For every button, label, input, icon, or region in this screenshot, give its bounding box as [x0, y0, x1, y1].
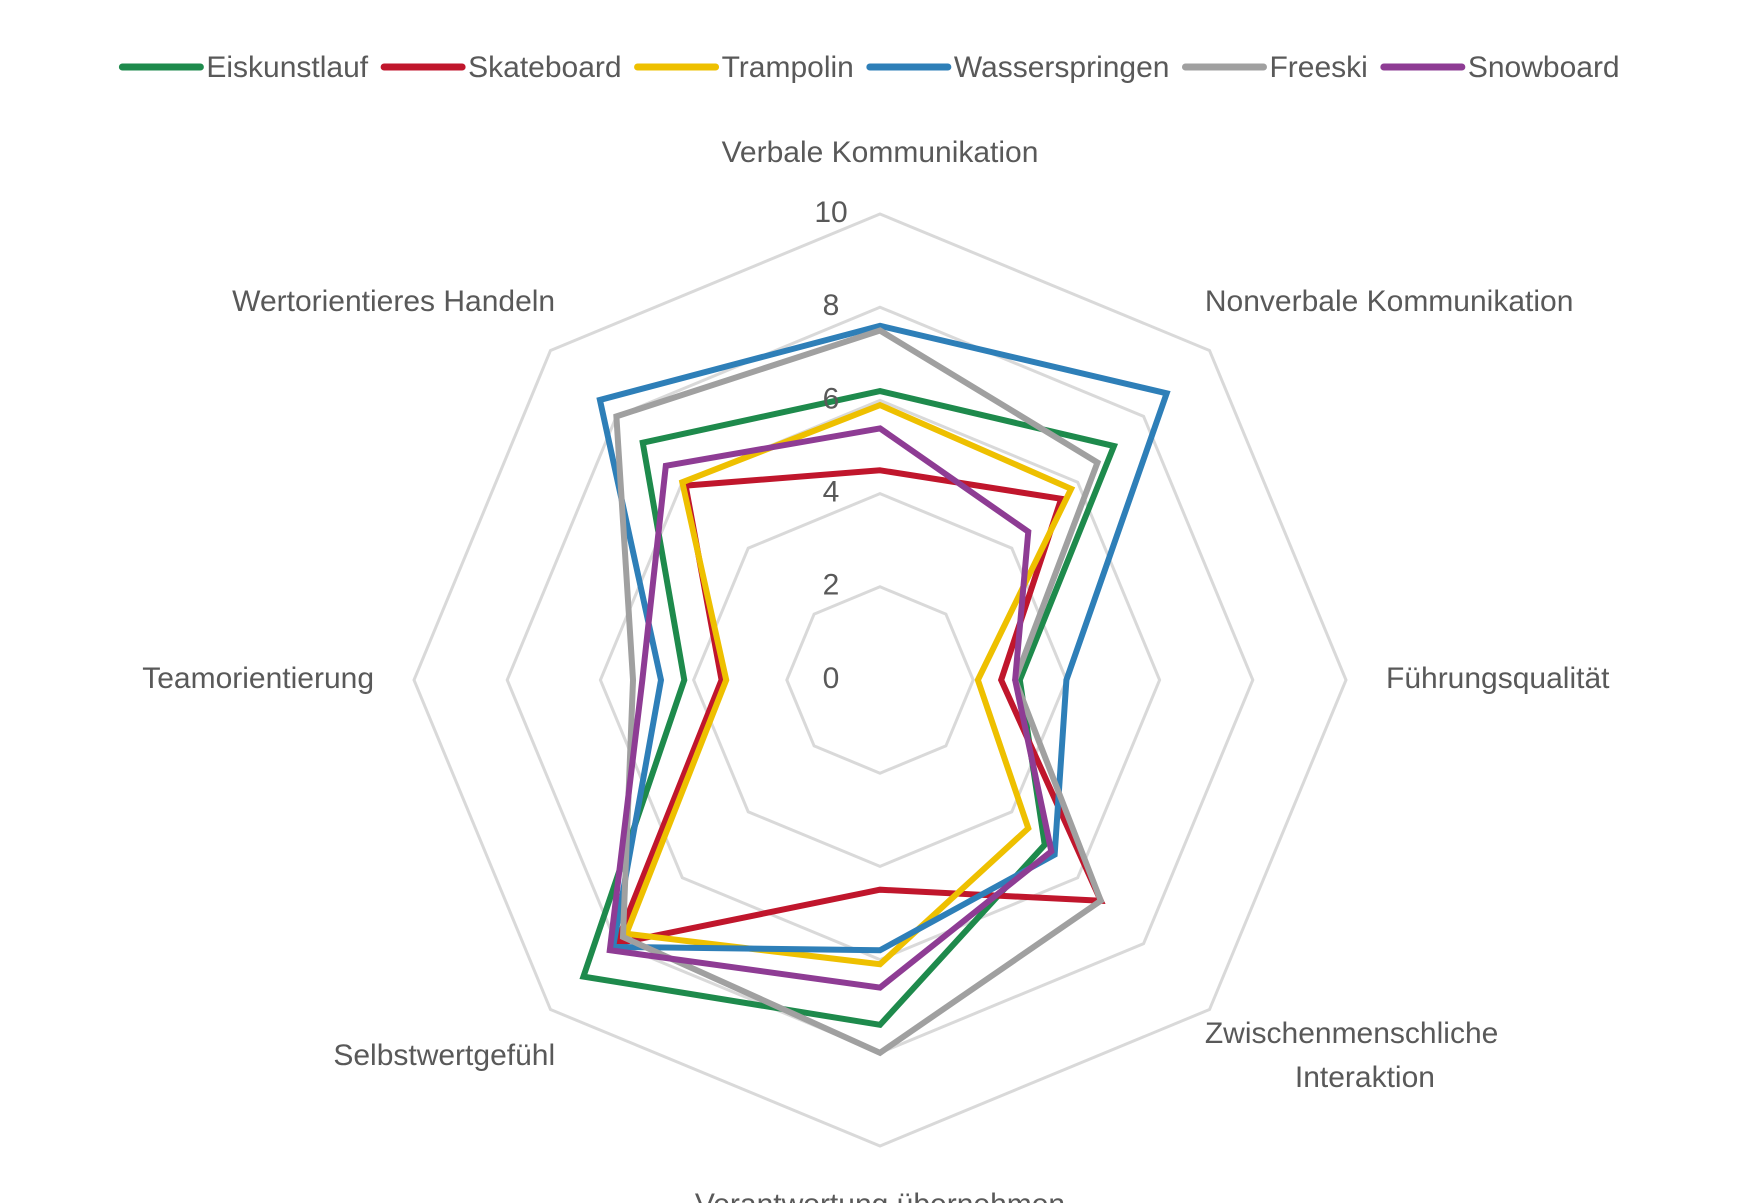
tick-label: 10	[814, 196, 847, 229]
legend-label: Skateboard	[468, 51, 621, 84]
tick-label: 8	[823, 289, 840, 322]
category-label: Verantwortung übernehmen	[695, 1188, 1065, 1203]
tick-label: 2	[823, 569, 840, 602]
category-label: Teamorientierung	[142, 662, 374, 695]
series-line	[613, 327, 1105, 1057]
category-label: Verbale Kommunikation	[722, 136, 1039, 169]
category-label: Führungsqualität	[1386, 662, 1610, 695]
category-label: Nonverbale Kommunikation	[1205, 285, 1574, 318]
tick-label: 6	[823, 382, 840, 415]
tick-label: 4	[823, 476, 840, 509]
legend-label: Eiskunstlauf	[206, 51, 368, 84]
category-label: Zwischenmenschliche Interaktion	[1205, 1017, 1498, 1094]
series-line	[606, 425, 1055, 991]
tick-label: 0	[823, 662, 840, 695]
category-label: Wertorientieres Handeln	[232, 285, 555, 318]
series-line	[622, 401, 1076, 968]
legend: Eiskunstlauf Skateboard Trampolin Wasserspr…	[118, 51, 1620, 84]
series-line	[579, 388, 1119, 1029]
grid-ring	[412, 212, 1348, 1148]
legend-label: Wasserspringen	[954, 51, 1170, 84]
grid-ring	[785, 585, 975, 775]
category-label: Selbstwertgefühl	[333, 1039, 555, 1072]
legend-label: Freeski	[1269, 51, 1367, 84]
legend-label: Snowboard	[1468, 51, 1620, 84]
grid-ring	[691, 491, 1069, 869]
legend-label: Trampolin	[722, 51, 854, 84]
